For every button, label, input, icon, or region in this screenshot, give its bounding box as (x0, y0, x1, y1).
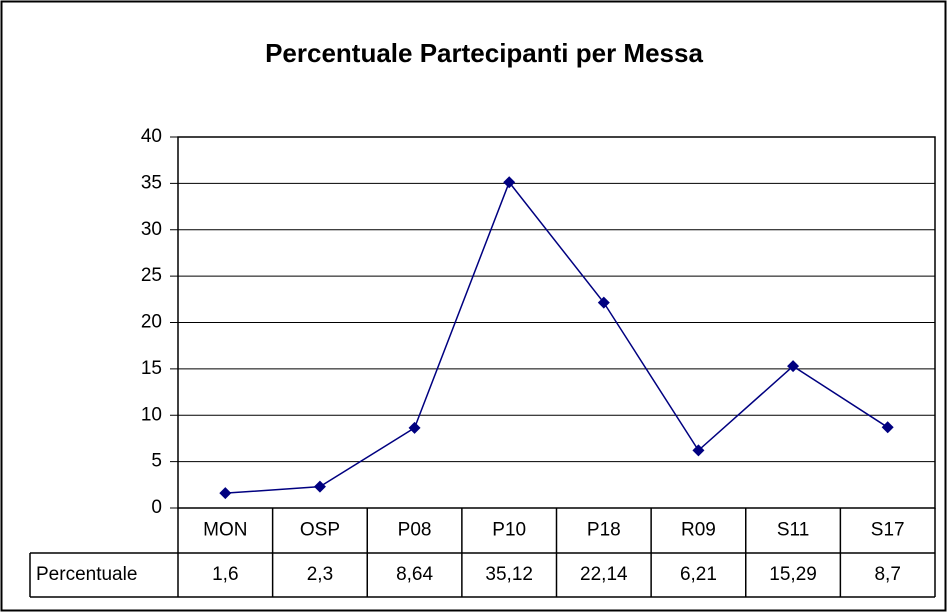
data-label: 6,21 (680, 564, 717, 585)
y-tick-label: 35 (141, 172, 162, 193)
y-tick-label: 5 (151, 451, 162, 472)
marker (219, 487, 232, 500)
x-tick-label: MON (203, 520, 247, 541)
data-label: 15,29 (769, 564, 817, 585)
chart-title: Percentuale Partecipanti per Messa (265, 38, 703, 68)
x-tick-label: S11 (777, 520, 809, 541)
marker (408, 421, 421, 434)
marker (881, 421, 894, 434)
y-tick-label: 15 (141, 358, 162, 379)
marker (597, 296, 610, 309)
data-label: 2,3 (307, 564, 333, 585)
series-line (225, 180, 889, 494)
marker (692, 444, 705, 457)
y-tick-label: 30 (141, 219, 162, 240)
data-label: 8,64 (396, 564, 433, 585)
x-tick-label: P18 (587, 520, 621, 541)
data-label: 35,12 (485, 564, 533, 585)
x-tick-label: P08 (398, 520, 432, 541)
x-tick-label: P10 (492, 520, 526, 541)
data-label: 22,14 (580, 564, 628, 585)
y-tick-label: 0 (151, 497, 162, 518)
x-tick-label: S17 (871, 520, 905, 541)
y-tick-label: 25 (141, 265, 162, 286)
data-label: 8,7 (874, 564, 900, 585)
x-tick-label: R09 (681, 520, 716, 541)
marker (503, 176, 516, 189)
y-tick-label: 40 (141, 126, 162, 147)
data-label: 1,6 (212, 564, 238, 585)
marker (787, 360, 800, 373)
x-tick-label: OSP (300, 520, 340, 541)
legend-label: Percentuale (36, 564, 137, 585)
y-tick-label: 20 (141, 312, 162, 333)
marker (313, 480, 326, 493)
y-tick-label: 10 (141, 404, 162, 425)
